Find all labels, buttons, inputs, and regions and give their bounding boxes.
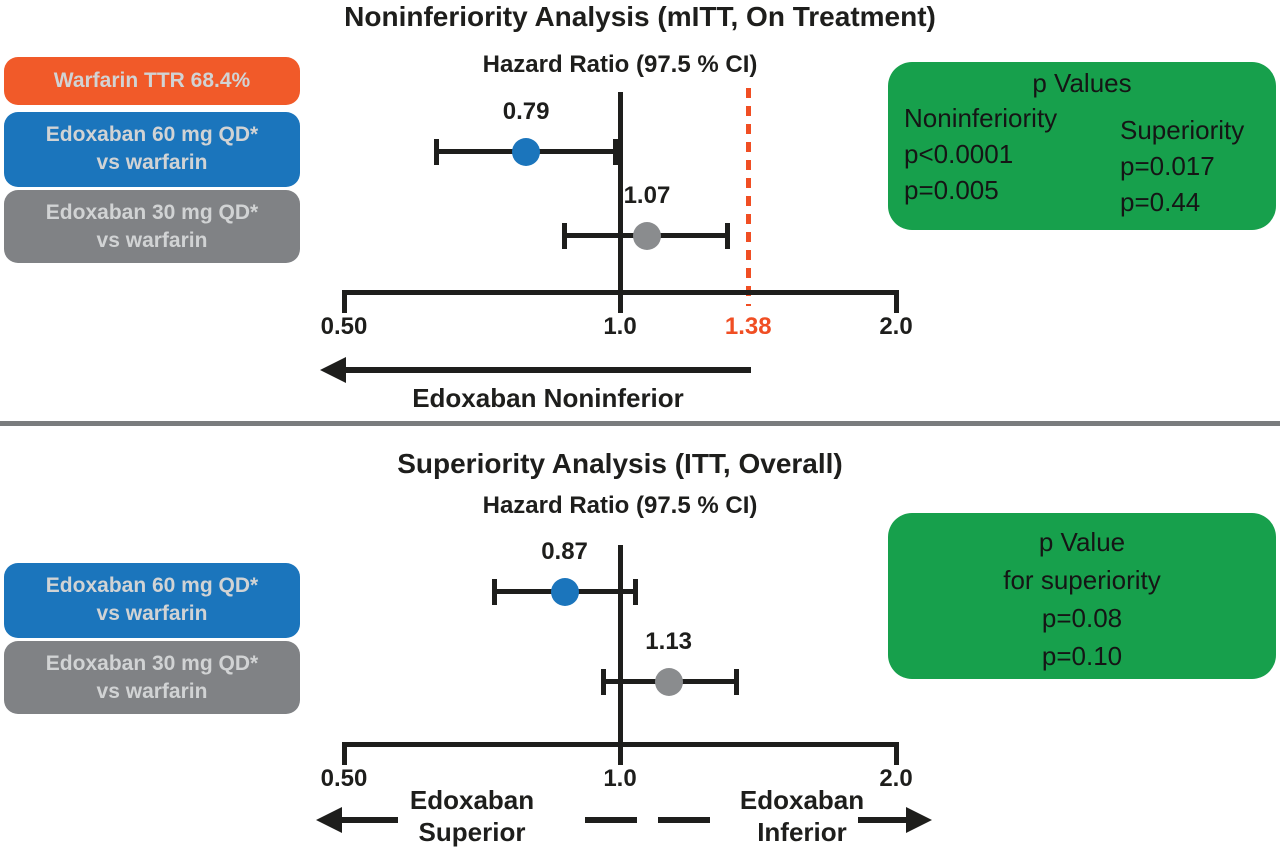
hr-point (550, 578, 579, 606)
right-arrowhead-icon (906, 807, 932, 833)
p-col-header: Superiority (1120, 115, 1245, 145)
p-box-title: p Value (1038, 527, 1126, 557)
x-axis-end-tick-right (893, 290, 899, 313)
axis-title: Hazard Ratio (97.5 % CI) (482, 51, 758, 78)
legend-edoxaban-30: Edoxaban 30 mg QD* vs warfarin (4, 641, 300, 714)
p-value: p=0.08 (1041, 603, 1123, 633)
p-value: p=0.10 (1041, 641, 1123, 671)
p-value-box: p Value for superiority p=0.08 p=0.10 (888, 513, 1276, 679)
p-value: p=0.005 (904, 175, 999, 205)
legend-edoxaban-60: Edoxaban 60 mg QD* vs warfarin (4, 563, 300, 638)
legend-label: Edoxaban 30 mg QD* (45, 652, 259, 675)
noninferiority-margin-label: 1.38 (724, 313, 772, 340)
hr-value-label: 1.07 (623, 182, 671, 209)
dashed-segment (585, 817, 637, 823)
x-tick-label: 0.50 (320, 313, 368, 340)
x-tick-label: 2.0 (879, 765, 913, 792)
panel-title: Noninferiority Analysis (mITT, On Treatm… (344, 1, 936, 32)
x-tick-label: 1.0 (603, 313, 637, 340)
legend-label: Edoxaban 60 mg QD* (45, 123, 259, 146)
dashed-segment (658, 817, 710, 823)
ci-cap-left (433, 139, 439, 165)
noninferior-arrow-shaft (341, 367, 751, 373)
legend-label: vs warfarin (96, 151, 208, 174)
ci-cap-left (562, 223, 568, 249)
legend-label: vs warfarin (96, 680, 208, 703)
p-col-header: Noninferiority (904, 103, 1058, 133)
direction-label-noninferior: Edoxaban Noninferior (412, 383, 684, 413)
hr-point (654, 668, 683, 696)
x-axis-end-tick-left (341, 742, 347, 765)
legend-label: vs warfarin (96, 229, 208, 252)
ci-cap-right (725, 223, 731, 249)
ci-cap-right (734, 669, 740, 695)
direction-label-inferior: Edoxaban Inferior (739, 785, 865, 847)
superior-arrow-shaft (340, 817, 398, 823)
hr-point (632, 222, 661, 250)
p-col-noninferiority: Noninferiority p<0.0001 p=0.005 (904, 100, 1104, 208)
hr-value-label: 0.87 (541, 538, 588, 565)
panel-divider (0, 421, 1280, 426)
legend-edoxaban-30: Edoxaban 30 mg QD* vs warfarin (4, 190, 300, 263)
left-arrowhead-icon (316, 807, 342, 833)
p-box-title: p Values (1032, 68, 1132, 98)
x-axis (341, 290, 899, 295)
axis-title: Hazard Ratio (97.5 % CI) (482, 492, 758, 519)
x-tick-label: 0.50 (320, 765, 368, 792)
hr-value-label: 1.13 (645, 628, 693, 655)
hr-point (512, 138, 541, 166)
p-values-box: p Values Noninferiority p<0.0001 p=0.005… (888, 62, 1276, 230)
ci-cap-left (601, 669, 607, 695)
reference-line (617, 545, 623, 765)
ci-cap-right (633, 579, 639, 605)
p-box-lines: p Value for superiority p=0.08 p=0.10 (888, 523, 1276, 675)
x-tick-label: 2.0 (879, 313, 913, 340)
panel-title: Superiority Analysis (ITT, Overall) (397, 448, 843, 479)
p-value: p<0.0001 (904, 139, 1014, 169)
legend-label: Edoxaban 60 mg QD* (45, 574, 259, 597)
p-col-superiority: Superiority p=0.017 p=0.44 (1120, 112, 1270, 220)
noninferiority-margin-line (745, 88, 751, 306)
x-tick-label: 1.0 (603, 765, 637, 792)
legend-label: Edoxaban 30 mg QD* (45, 201, 259, 224)
hr-value-label: 0.79 (502, 98, 550, 125)
p-value: p=0.017 (1120, 151, 1215, 181)
p-box-subtitle: for superiority (1003, 565, 1161, 595)
legend-warfarin-ttr: Warfarin TTR 68.4% (4, 57, 300, 105)
x-axis-end-tick-right (893, 742, 899, 765)
reference-line (617, 92, 623, 313)
ci-cap-right (613, 139, 619, 165)
x-axis (341, 742, 899, 747)
legend-edoxaban-60: Edoxaban 60 mg QD* vs warfarin (4, 112, 300, 187)
direction-label-superior: Edoxaban Superior (409, 785, 535, 847)
x-axis-end-tick-left (341, 290, 347, 313)
inferior-arrow-shaft (858, 817, 906, 823)
ci-cap-left (492, 579, 498, 605)
p-value: p=0.44 (1120, 187, 1201, 217)
legend-label: Warfarin TTR 68.4% (53, 69, 251, 92)
legend-label: vs warfarin (96, 602, 208, 625)
